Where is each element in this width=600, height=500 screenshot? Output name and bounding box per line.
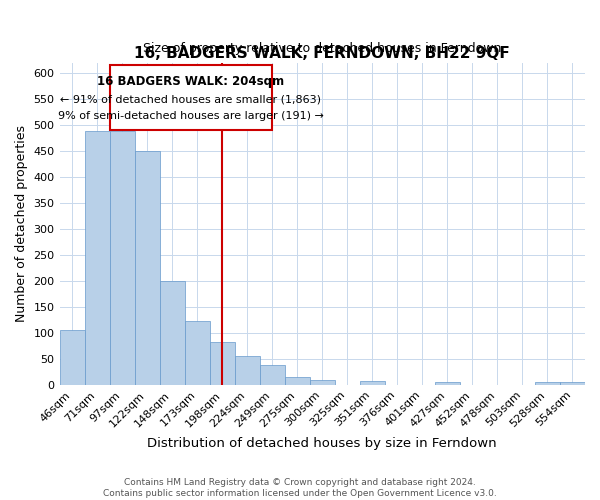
Bar xyxy=(85,131,110,385)
Y-axis label: Number of detached properties: Number of detached properties xyxy=(15,125,28,322)
Bar xyxy=(110,65,272,130)
Text: ← 91% of detached houses are smaller (1,863): ← 91% of detached houses are smaller (1,… xyxy=(61,94,322,104)
Bar xyxy=(185,322,209,385)
Text: Size of property relative to detached houses in Ferndown: Size of property relative to detached ho… xyxy=(143,42,502,54)
Bar xyxy=(134,151,160,385)
Bar xyxy=(59,330,85,385)
Bar xyxy=(260,365,285,385)
Text: 16 BADGERS WALK: 204sqm: 16 BADGERS WALK: 204sqm xyxy=(97,75,284,88)
Bar xyxy=(285,377,310,385)
Title: 16, BADGERS WALK, FERNDOWN, BH22 9QF: 16, BADGERS WALK, FERNDOWN, BH22 9QF xyxy=(134,46,510,62)
X-axis label: Distribution of detached houses by size in Ferndown: Distribution of detached houses by size … xyxy=(148,437,497,450)
Bar xyxy=(235,356,260,385)
Bar xyxy=(310,380,335,385)
Bar xyxy=(360,380,385,385)
Bar xyxy=(535,382,560,385)
Bar xyxy=(160,281,185,385)
Bar xyxy=(110,131,134,385)
Text: 9% of semi-detached houses are larger (191) →: 9% of semi-detached houses are larger (1… xyxy=(58,111,324,121)
Bar xyxy=(560,382,585,385)
Text: Contains HM Land Registry data © Crown copyright and database right 2024.
Contai: Contains HM Land Registry data © Crown c… xyxy=(103,478,497,498)
Bar xyxy=(209,342,235,385)
Bar xyxy=(435,382,460,385)
